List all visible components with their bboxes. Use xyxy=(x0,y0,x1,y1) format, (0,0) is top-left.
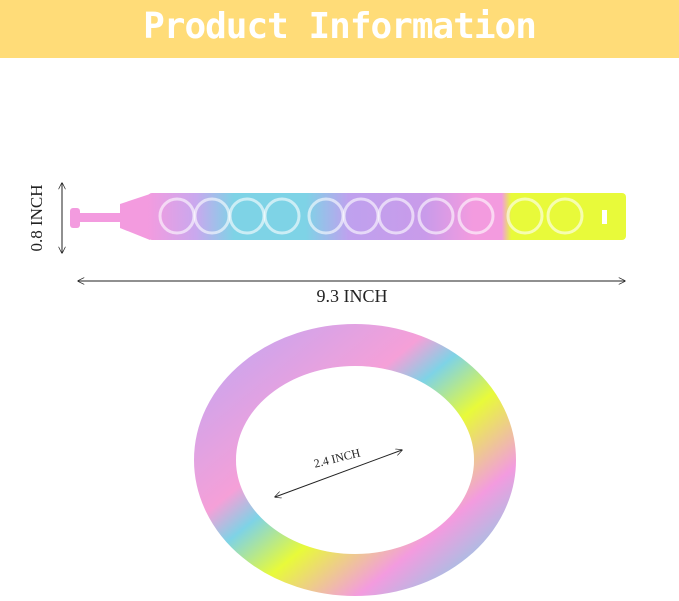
flat-bracelet xyxy=(70,193,626,240)
height-label: 0.8 INCH xyxy=(27,184,46,251)
header-banner xyxy=(0,0,679,58)
diameter-label: 2.4 INCH xyxy=(312,446,362,471)
length-label: 9.3 INCH xyxy=(317,286,388,306)
banner-title: Product Information xyxy=(143,6,537,47)
diameter-arrow xyxy=(275,450,402,497)
ring-bracelet xyxy=(194,324,516,596)
